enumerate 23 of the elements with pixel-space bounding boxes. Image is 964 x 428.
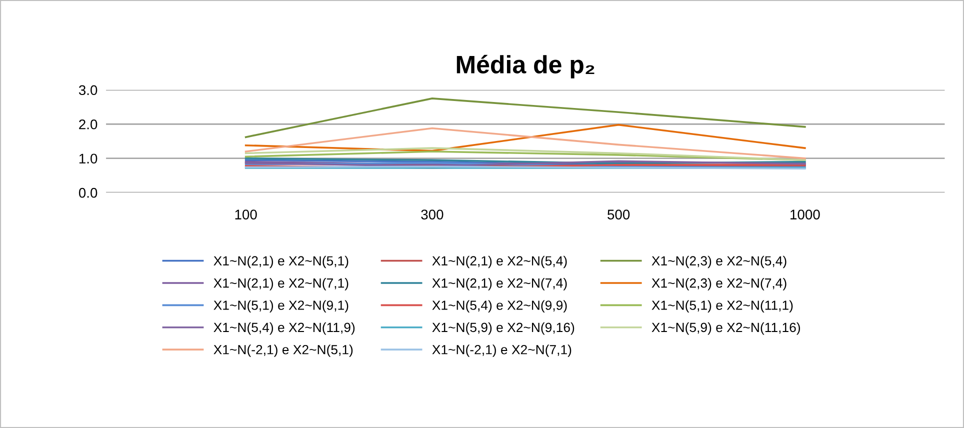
legend-label: X1~N(5,4) e X2~N(11,9) <box>214 322 355 335</box>
legend-label: X1~N(5,4) e X2~N(9,9) <box>432 300 567 313</box>
x-tick-label: 100 <box>235 210 257 220</box>
legend-label: X1~N(2,1) e X2~N(7,4) <box>432 278 567 290</box>
legend-label: X1~N(2,1) e X2~N(5,4) <box>432 256 567 268</box>
chart-title: Média de p₂ <box>456 54 594 78</box>
legend-label: X1~N(5,1) e X2~N(9,1) <box>214 300 348 313</box>
legend-label: X1~N(5,9) e X2~N(11,16) <box>652 322 800 335</box>
legend-label: X1~N(2,3) e X2~N(5,4) <box>652 256 786 268</box>
legend-label: X1~N(-2,1) e X2~N(7,1) <box>432 344 572 357</box>
legend-label: X1~N(-2,1) e X2~N(5,1) <box>214 344 353 357</box>
x-tick-label: 1000 <box>790 210 820 220</box>
legend-label: X1~N(2,1) e X2~N(5,1) <box>214 256 348 268</box>
y-tick-label: 1.0 <box>79 154 98 164</box>
y-tick-label: 0.0 <box>78 188 98 198</box>
y-tick-label: 3.0 <box>78 85 98 96</box>
legend-label: X1~N(5,9) e X2~N(9,16) <box>432 322 574 335</box>
legend-label: X1~N(5,1) e X2~N(11,1) <box>652 300 793 313</box>
x-tick-label: 500 <box>608 210 630 220</box>
x-tick-label: 300 <box>421 210 444 220</box>
legend-label: X1~N(2,3) e X2~N(7,4) <box>652 278 786 290</box>
legend-label: X1~N(2,1) e X2~N(7,1) <box>214 278 348 290</box>
y-tick-label: 2.0 <box>79 119 98 130</box>
